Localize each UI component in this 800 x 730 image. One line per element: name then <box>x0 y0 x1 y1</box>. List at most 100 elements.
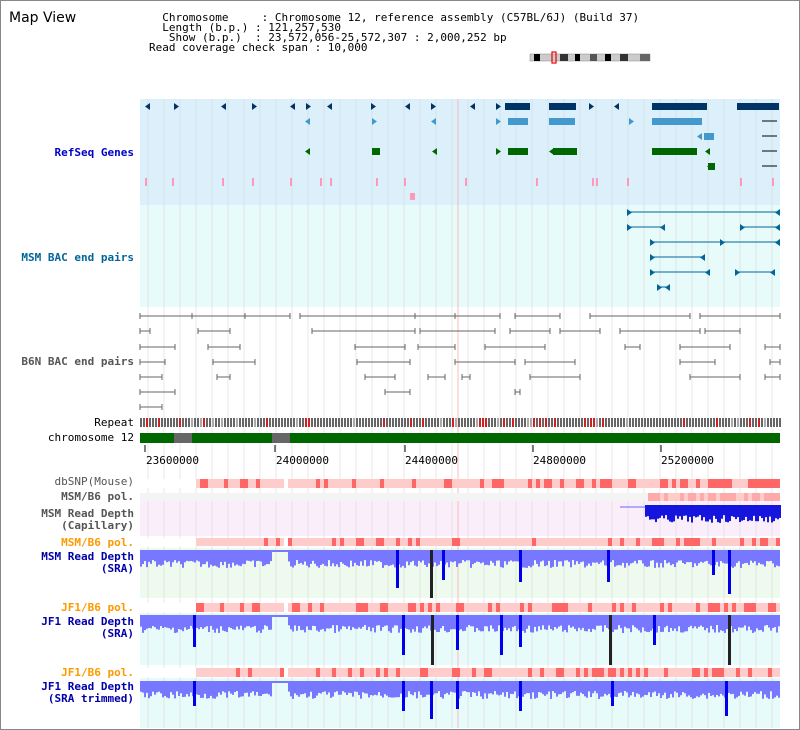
heat-cell <box>188 493 192 501</box>
heat-cell <box>500 538 504 546</box>
heat-cell <box>260 668 264 677</box>
track-label-msm-depth-sra[interactable]: MSM Read Depth (SRA) <box>41 550 134 575</box>
depth-bar <box>480 681 482 697</box>
heat-cell <box>368 538 372 546</box>
heat-cell <box>648 668 652 677</box>
track-label-jf1-depth-sra[interactable]: JF1 Read Depth (SRA) <box>41 615 134 640</box>
depth-bar <box>752 550 754 563</box>
depth-bar <box>352 615 354 628</box>
heat-cell <box>740 538 744 546</box>
depth-bar <box>362 681 364 693</box>
heat-cell <box>508 538 512 546</box>
depth-bar <box>460 550 462 564</box>
heat-cell <box>256 538 260 546</box>
repeat-element <box>698 418 700 427</box>
depth-bar <box>596 550 598 563</box>
depth-bar <box>632 615 634 626</box>
heat-cell <box>720 603 724 612</box>
heat-cell <box>312 603 316 612</box>
track-label-refseq[interactable]: RefSeq Genes <box>54 146 134 159</box>
heat-cell <box>444 493 448 501</box>
track-label-msm-bac[interactable]: MSM BAC end pairs <box>21 251 134 264</box>
depth-bar <box>671 505 673 523</box>
depth-bar <box>382 615 384 628</box>
heat-cell <box>488 603 492 612</box>
heat-cell <box>648 493 652 501</box>
heat-cell <box>164 603 168 612</box>
depth-bar <box>684 615 686 632</box>
heat-cell <box>604 479 608 488</box>
heat-cell <box>204 479 208 488</box>
depth-bar <box>705 505 707 522</box>
depth-bar <box>328 681 330 693</box>
heat-cell <box>160 479 164 488</box>
heat-cell <box>612 603 616 612</box>
heat-cell <box>304 538 308 546</box>
heat-cell <box>496 479 500 488</box>
heat-cell <box>712 603 716 612</box>
depth-bar <box>544 615 546 630</box>
track-label-repeat[interactable]: Repeat <box>94 416 134 429</box>
depth-bar <box>234 615 236 630</box>
heat-cell <box>480 493 484 501</box>
depth-bar <box>764 681 766 695</box>
heat-cell <box>236 479 240 488</box>
depth-bar <box>392 615 394 628</box>
heat-cell <box>244 479 248 488</box>
heat-cell <box>448 538 452 546</box>
heat-cell <box>688 538 692 546</box>
depth-bar <box>386 550 388 565</box>
heat-cell <box>336 603 340 612</box>
depth-bar <box>362 550 364 566</box>
heat-cell <box>372 479 376 488</box>
heat-cell <box>640 603 644 612</box>
heat-cell <box>412 603 416 612</box>
heat-cell <box>716 603 720 612</box>
depth-bar <box>556 681 558 697</box>
depth-bar <box>392 681 394 698</box>
heat-cell <box>400 538 404 546</box>
heat-cell <box>288 668 292 677</box>
depth-bar <box>524 681 526 695</box>
track-label-msm-pol-2[interactable]: MSM/B6 pol. <box>61 536 134 549</box>
track-label-chromosome[interactable]: chromosome 12 <box>47 431 134 444</box>
track-label-dbsnp[interactable]: dbSNP(Mouse) <box>54 475 134 488</box>
repeat-element <box>605 418 607 427</box>
heat-cell <box>708 538 712 546</box>
depth-bar <box>376 681 378 696</box>
track-label-jf1-depth-trimmed[interactable]: JF1 Read Depth (SRA trimmed) <box>41 680 134 705</box>
heat-cell <box>732 538 736 546</box>
depth-bar <box>154 681 156 695</box>
heat-cell <box>592 603 596 612</box>
heat-cell <box>376 603 380 612</box>
track-label-msm-depth-capillary[interactable]: MSM Read Depth (Capillary) <box>41 507 134 532</box>
track-label-jf1-pol-1[interactable]: JF1/B6 pol. <box>61 601 134 614</box>
repeat-element <box>251 418 253 427</box>
heat-cell <box>756 479 760 488</box>
depth-bar <box>448 681 450 695</box>
track-label-jf1-pol-2[interactable]: JF1/B6 pol. <box>61 666 134 679</box>
heat-cell <box>524 493 528 501</box>
heat-cell <box>532 538 536 546</box>
heat-cell <box>240 479 244 488</box>
depth-bar <box>660 681 662 698</box>
depth-bar <box>388 615 390 632</box>
pseudogene <box>172 178 174 186</box>
depth-bar <box>530 615 532 633</box>
depth-bar <box>434 615 436 630</box>
heat-cell <box>208 603 212 612</box>
depth-bar <box>658 681 660 694</box>
track-label-b6n-bac[interactable]: B6N BAC end pairs <box>21 355 134 368</box>
depth-bar <box>382 550 384 568</box>
depth-bar <box>170 615 172 630</box>
track-label-msm-pol-1[interactable]: MSM/B6 pol. <box>61 490 134 503</box>
repeat-element <box>383 418 385 427</box>
repeat-element <box>779 418 781 427</box>
depth-bar <box>698 615 700 627</box>
heat-cell <box>596 493 600 501</box>
depth-bar <box>278 550 280 552</box>
depth-bar <box>766 681 768 698</box>
depth-bar <box>534 615 536 627</box>
heat-cell <box>188 668 192 677</box>
